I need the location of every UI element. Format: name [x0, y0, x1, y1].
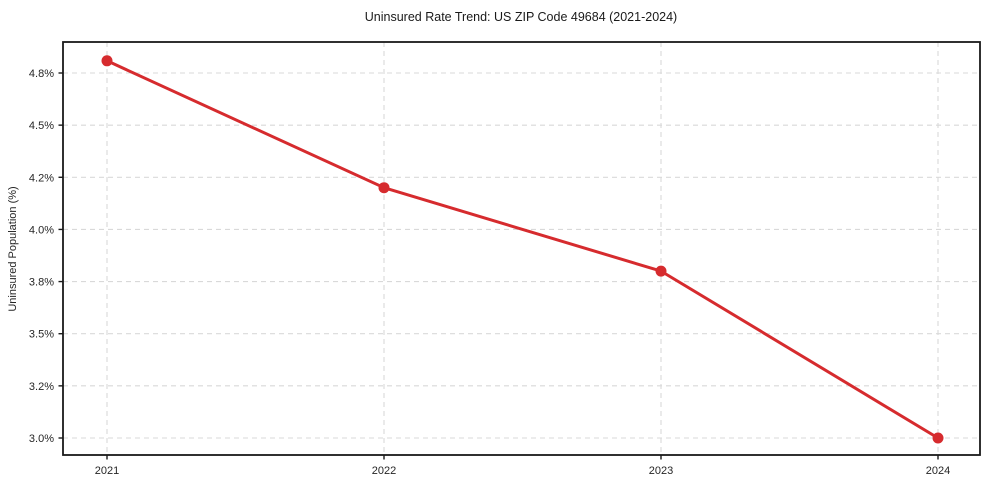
data-point-2023 [655, 265, 667, 277]
x-tick-label: 2024 [926, 465, 950, 477]
x-tick-label: 2023 [649, 465, 673, 477]
series-layer [101, 55, 944, 444]
data-point-2021 [101, 55, 113, 67]
y-axis-label: Uninsured Population (%) [7, 186, 19, 311]
data-point-2024 [932, 432, 944, 444]
tick-layer: 4.8% 4.5% 4.2% 4.0% 3.8% 3.5% 3.2% 3.0% 2021 2022… [29, 68, 950, 477]
y-tick-label: 4.2% [29, 172, 54, 184]
grid-layer [63, 42, 980, 455]
x-tick-label: 2021 [95, 465, 119, 477]
x-tick-label: 2022 [372, 465, 396, 477]
plot-frame [62, 41, 981, 456]
chart-title: Uninsured Rate Trend: US ZIP Code 49684 … [365, 10, 677, 24]
y-tick-label: 3.0% [29, 433, 54, 445]
y-tick-label: 4.0% [29, 224, 54, 236]
y-tick-label: 3.5% [29, 329, 54, 341]
trend-line [105, 59, 940, 440]
data-point-2022 [378, 182, 390, 194]
y-tick-label: 3.2% [29, 381, 54, 393]
y-tick-label: 4.5% [29, 120, 54, 132]
y-tick-label: 4.8% [29, 68, 54, 80]
y-tick-label: 3.8% [29, 277, 54, 289]
